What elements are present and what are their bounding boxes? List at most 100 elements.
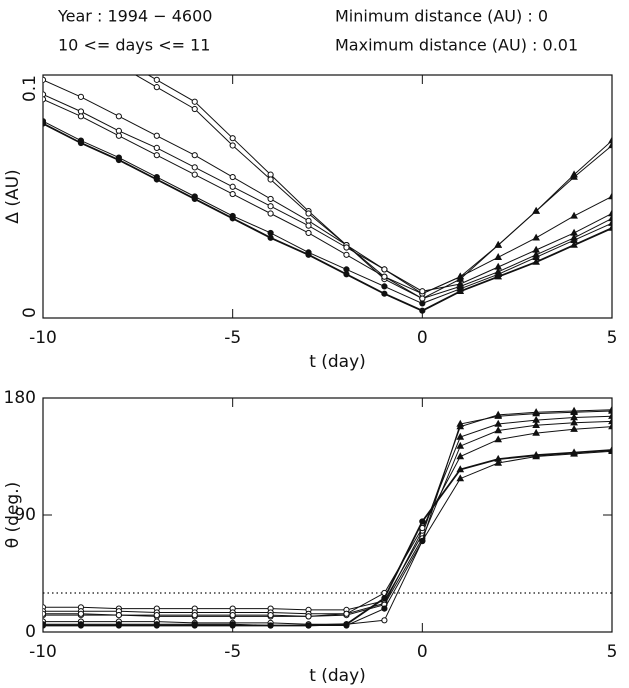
x-tick-label: -10 [29,642,57,662]
header-text: Minimum distance (AU) : 0 [335,7,548,26]
marker-circle [343,251,350,258]
marker-triangle [570,240,578,248]
marker-circle [115,113,122,120]
marker-circle [229,135,236,142]
series-line [43,449,612,627]
series-line [147,75,612,300]
marker-circle [77,139,85,147]
marker-circle [229,622,236,629]
series-line [43,79,612,295]
marker-circle [419,537,426,545]
marker-circle [343,610,350,617]
header-text: Year : 1994 − 4600 [57,7,212,26]
marker-triangle [456,287,465,294]
y-tick-label: 0 [20,307,40,318]
marker-triangle [608,192,612,200]
marker-circle [153,622,160,629]
plot-area [43,405,612,629]
marker-circle [229,183,236,190]
marker-triangle [532,257,540,265]
marker-circle [419,300,426,307]
marker-circle [419,307,426,314]
marker-circle [381,595,388,602]
marker-circle [229,190,236,198]
y-tick-label: 180 [4,388,36,408]
series-line [43,98,612,300]
marker-circle [267,176,274,183]
marker-circle [305,613,312,620]
x-tick-label: -10 [29,328,57,348]
marker-circle [191,152,198,159]
marker-triangle [608,223,612,231]
marker-circle [43,120,47,127]
marker-triangle [532,428,540,436]
marker-circle [43,96,47,103]
marker-circle [229,215,236,222]
marker-circle [419,288,426,295]
marker-circle [115,132,122,139]
marker-circle [343,244,350,251]
marker-triangle [532,450,540,458]
header-text: Maximum distance (AU) : 0.01 [335,36,578,55]
marker-triangle [456,432,465,440]
marker-triangle [456,441,465,449]
marker-circle [229,142,236,149]
series-line [43,415,612,615]
series-line [134,75,612,295]
series-line [43,93,612,292]
plot-frame [42,74,613,319]
marker-circle [343,621,350,628]
marker-circle [381,266,388,273]
marker-triangle [608,209,612,217]
marker-circle [77,93,85,100]
marker-triangle [456,272,465,280]
marker-triangle [456,474,465,482]
marker-circle [381,617,388,624]
marker-circle [77,622,85,629]
marker-triangle [570,172,578,180]
marker-triangle [532,421,540,428]
marker-triangle [570,448,578,456]
marker-circle [305,622,312,629]
marker-triangle [570,211,578,219]
plot-frame [42,397,613,633]
series-line [43,426,612,617]
marker-circle [116,63,121,68]
series-line [43,410,612,625]
marker-circle [115,622,122,629]
marker-triangle [494,426,503,434]
marker-triangle [570,408,578,415]
marker-circle [191,612,198,619]
marker-triangle [608,141,612,149]
y-axis-title: Δ (AU) [3,169,23,223]
marker-circle [116,55,121,60]
y-tick-label: 90 [14,505,36,525]
marker-circle [77,610,85,617]
marker-triangle [608,214,612,222]
marker-triangle [456,452,465,460]
marker-circle [267,195,274,203]
marker-triangle [494,419,503,427]
marker-circle [381,290,388,297]
marker-circle [343,271,350,278]
x-axis-title: t (day) [309,352,366,372]
marker-circle [153,132,160,139]
marker-triangle [608,406,612,414]
marker-triangle [494,272,503,280]
marker-triangle [532,206,540,214]
marker-circle [153,76,160,83]
marker-triangle [608,417,612,425]
marker-circle [419,518,426,525]
marker-circle [153,144,160,151]
marker-circle [305,222,312,229]
marker-circle [153,84,160,91]
series-line [43,420,612,617]
marker-circle [115,156,122,164]
y-axis-title: θ (deg.) [3,482,23,549]
marker-triangle [456,465,465,473]
marker-circle [191,164,198,171]
x-tick-label: -5 [224,642,241,662]
marker-circle [381,605,388,612]
series-line [43,450,612,626]
